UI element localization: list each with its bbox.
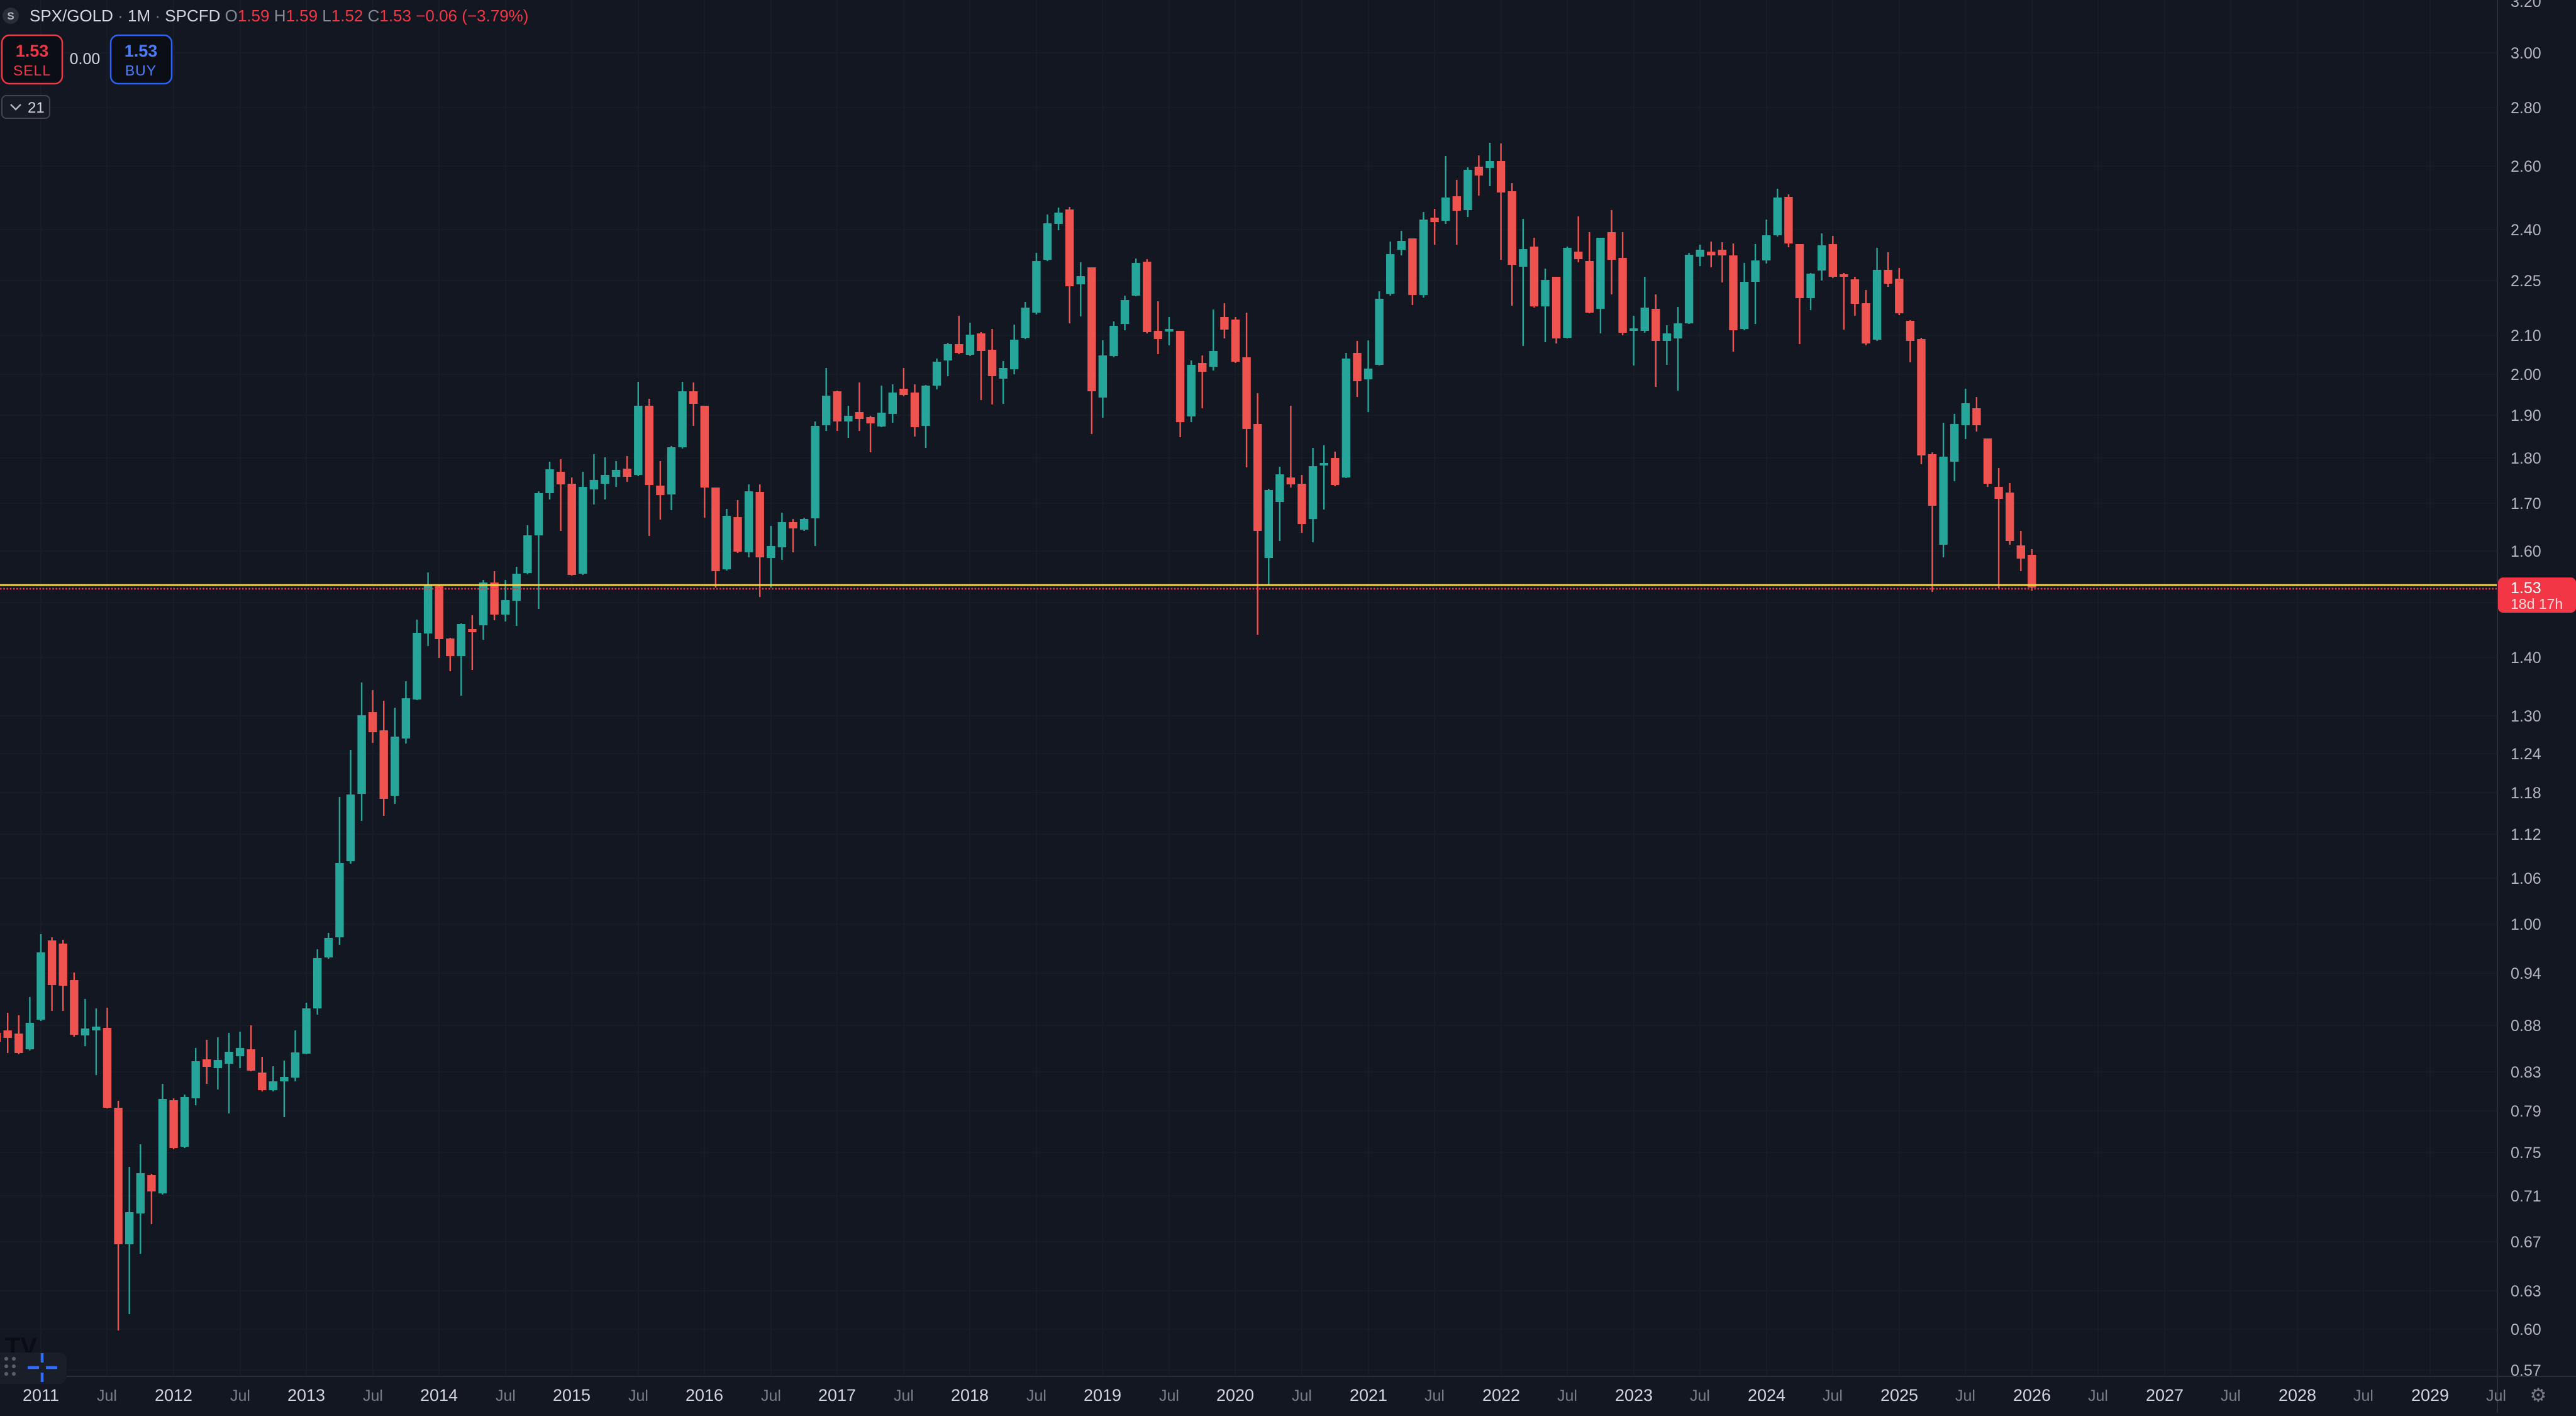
svg-text:21: 21 xyxy=(28,99,45,116)
svg-text:1.18: 1.18 xyxy=(2511,784,2541,802)
svg-text:2013: 2013 xyxy=(287,1386,325,1405)
svg-text:2021: 2021 xyxy=(1350,1386,1387,1405)
svg-text:2016: 2016 xyxy=(686,1386,723,1405)
svg-text:SELL: SELL xyxy=(13,62,51,79)
svg-text:1.24: 1.24 xyxy=(2511,745,2541,763)
svg-text:Jul: Jul xyxy=(230,1387,250,1405)
svg-text:1.00: 1.00 xyxy=(2511,916,2541,934)
svg-text:Jul: Jul xyxy=(1690,1387,1710,1405)
svg-text:2.10: 2.10 xyxy=(2511,327,2541,345)
svg-text:Jul: Jul xyxy=(496,1387,516,1405)
svg-text:Jul: Jul xyxy=(1955,1387,1975,1405)
svg-text:1.90: 1.90 xyxy=(2511,407,2541,425)
svg-text:0.60: 0.60 xyxy=(2511,1321,2541,1339)
svg-text:Jul: Jul xyxy=(97,1387,117,1405)
svg-text:2011: 2011 xyxy=(23,1386,59,1405)
svg-text:0.83: 0.83 xyxy=(2511,1064,2541,1081)
svg-text:SPX/GOLD · 1M · SPCFD O1.59 H: SPX/GOLD · 1M · SPCFD O1.59 H1.59 L1.52 … xyxy=(30,6,528,25)
svg-text:1.12: 1.12 xyxy=(2511,826,2541,844)
svg-text:18d 17h: 18d 17h xyxy=(2511,596,2563,612)
svg-text:Jul: Jul xyxy=(1026,1387,1046,1405)
svg-text:Jul: Jul xyxy=(2486,1387,2506,1405)
svg-text:1.80: 1.80 xyxy=(2511,450,2541,467)
svg-text:2019: 2019 xyxy=(1084,1386,1121,1405)
svg-text:2029: 2029 xyxy=(2411,1386,2449,1405)
svg-text:Jul: Jul xyxy=(894,1387,914,1405)
svg-text:0.00: 0.00 xyxy=(70,50,101,68)
svg-text:2.00: 2.00 xyxy=(2511,366,2541,384)
svg-text:Jul: Jul xyxy=(2088,1387,2108,1405)
svg-text:0.94: 0.94 xyxy=(2511,965,2541,983)
svg-text:2.80: 2.80 xyxy=(2511,99,2541,117)
svg-text:0.63: 0.63 xyxy=(2511,1283,2541,1300)
svg-text:2025: 2025 xyxy=(1880,1386,1918,1405)
svg-text:2015: 2015 xyxy=(553,1386,591,1405)
svg-text:3.00: 3.00 xyxy=(2511,45,2541,62)
svg-text:S: S xyxy=(7,10,14,22)
svg-text:0.57: 0.57 xyxy=(2511,1362,2541,1380)
svg-text:2014: 2014 xyxy=(420,1386,458,1405)
svg-text:2.60: 2.60 xyxy=(2511,158,2541,176)
svg-text:1.53: 1.53 xyxy=(125,42,158,60)
svg-text:0.88: 0.88 xyxy=(2511,1017,2541,1035)
svg-text:⚙: ⚙ xyxy=(2530,1385,2547,1406)
svg-text:3.20: 3.20 xyxy=(2511,0,2541,11)
svg-text:Jul: Jul xyxy=(1159,1387,1179,1405)
svg-text:2026: 2026 xyxy=(2013,1386,2051,1405)
svg-text:Jul: Jul xyxy=(2221,1387,2241,1405)
svg-text:1.30: 1.30 xyxy=(2511,708,2541,725)
svg-text:0.71: 0.71 xyxy=(2511,1188,2541,1205)
svg-text:Jul: Jul xyxy=(363,1387,383,1405)
svg-text:Jul: Jul xyxy=(1292,1387,1312,1405)
svg-text:0.67: 0.67 xyxy=(2511,1234,2541,1251)
svg-text:2017: 2017 xyxy=(818,1386,856,1405)
svg-text:BUY: BUY xyxy=(125,62,157,79)
svg-text:Jul: Jul xyxy=(761,1387,781,1405)
svg-text:1.40: 1.40 xyxy=(2511,649,2541,667)
svg-text:2020: 2020 xyxy=(1216,1386,1254,1405)
svg-text:2023: 2023 xyxy=(1615,1386,1653,1405)
svg-text:2022: 2022 xyxy=(1482,1386,1520,1405)
svg-text:2.25: 2.25 xyxy=(2511,272,2541,290)
svg-text:0.75: 0.75 xyxy=(2511,1144,2541,1162)
svg-text:2.40: 2.40 xyxy=(2511,221,2541,239)
svg-text:2012: 2012 xyxy=(155,1386,192,1405)
svg-text:2027: 2027 xyxy=(2146,1386,2184,1405)
svg-text:0.79: 0.79 xyxy=(2511,1103,2541,1120)
svg-text:2028: 2028 xyxy=(2279,1386,2316,1405)
svg-text:Jul: Jul xyxy=(628,1387,648,1405)
svg-text:1.53: 1.53 xyxy=(2511,579,2541,597)
svg-text:Jul: Jul xyxy=(1424,1387,1445,1405)
svg-text:1.70: 1.70 xyxy=(2511,495,2541,513)
svg-text:Jul: Jul xyxy=(1823,1387,1843,1405)
svg-text:2018: 2018 xyxy=(951,1386,989,1405)
svg-text:1.60: 1.60 xyxy=(2511,543,2541,560)
svg-text:1.53: 1.53 xyxy=(16,42,49,60)
svg-text:Jul: Jul xyxy=(1557,1387,1577,1405)
svg-text:1.06: 1.06 xyxy=(2511,870,2541,888)
svg-text:2024: 2024 xyxy=(1748,1386,1785,1405)
svg-text:Jul: Jul xyxy=(2353,1387,2373,1405)
